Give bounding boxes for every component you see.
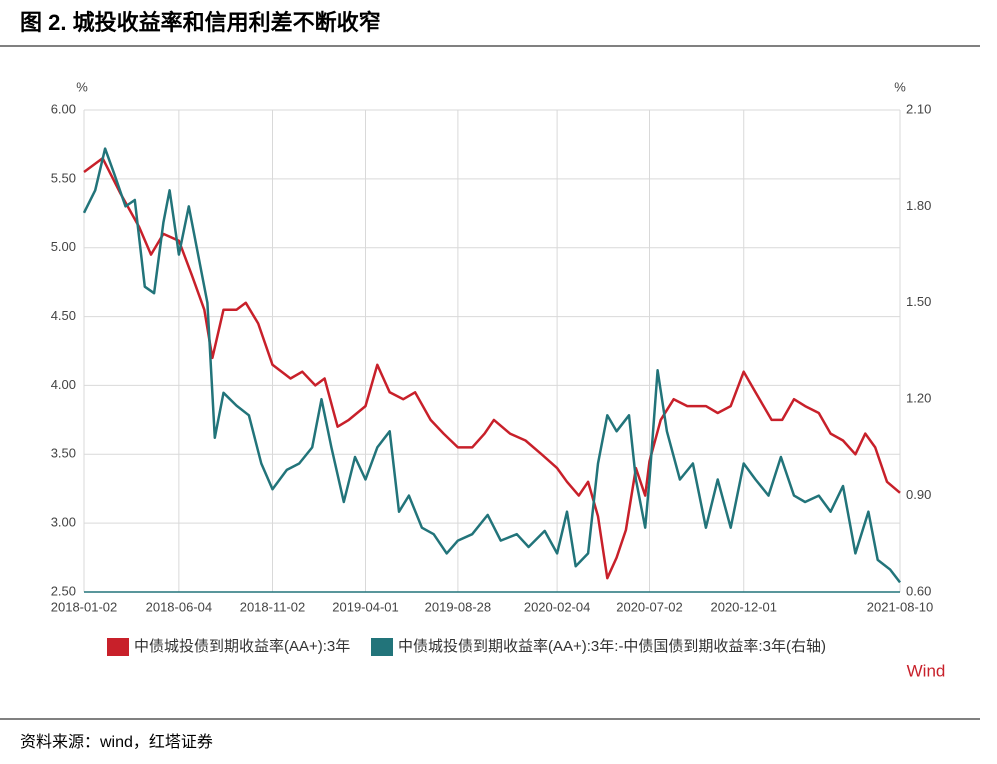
legend-swatch <box>371 638 393 656</box>
y-tick-label: 5.50 <box>51 170 76 185</box>
x-tick-label: 2018-06-04 <box>146 599 213 614</box>
x-tick-label: 2020-02-04 <box>524 599 591 614</box>
y2-tick-label: 1.50 <box>906 294 931 309</box>
y-tick-label: 4.00 <box>51 377 76 392</box>
y2-axis-unit: % <box>894 79 906 94</box>
y2-tick-label: 0.60 <box>906 583 931 598</box>
y-tick-label: 6.00 <box>51 101 76 116</box>
y2-tick-label: 0.90 <box>906 487 931 502</box>
y2-tick-label: 1.20 <box>906 391 931 406</box>
chart-title: 图 2. 城投收益率和信用利差不断收窄 <box>20 10 381 35</box>
series-line <box>83 156 901 580</box>
y-tick-label: 3.50 <box>51 446 76 461</box>
x-tick-label: 2021-08-10 <box>867 599 934 614</box>
x-tick-label: 2019-04-01 <box>332 599 399 614</box>
x-tick-label: 2020-12-01 <box>710 599 777 614</box>
y2-tick-label: 2.10 <box>906 101 931 116</box>
series-line <box>82 147 901 584</box>
annotation: Wind <box>907 661 946 680</box>
y-tick-label: 4.50 <box>51 308 76 323</box>
y2-tick-label: 1.80 <box>906 198 931 213</box>
legend-label: 中债城投债到期收益率(AA+):3年 <box>134 638 350 655</box>
y-axis-unit: % <box>76 79 88 94</box>
y-tick-label: 3.00 <box>51 515 76 530</box>
y-tick-label: 2.50 <box>51 583 76 598</box>
source-note: 资料来源：wind，红塔证券 <box>20 733 213 751</box>
x-tick-label: 2020-07-02 <box>616 599 683 614</box>
y-tick-label: 5.00 <box>51 239 76 254</box>
x-tick-label: 2018-11-02 <box>240 599 306 614</box>
x-tick-label: 2018-01-02 <box>51 599 118 614</box>
x-tick-label: 2019-08-28 <box>425 599 492 614</box>
legend-swatch <box>107 638 129 656</box>
legend-label: 中债城投债到期收益率(AA+):3年:-中债国债到期收益率:3年(右轴) <box>398 638 826 655</box>
